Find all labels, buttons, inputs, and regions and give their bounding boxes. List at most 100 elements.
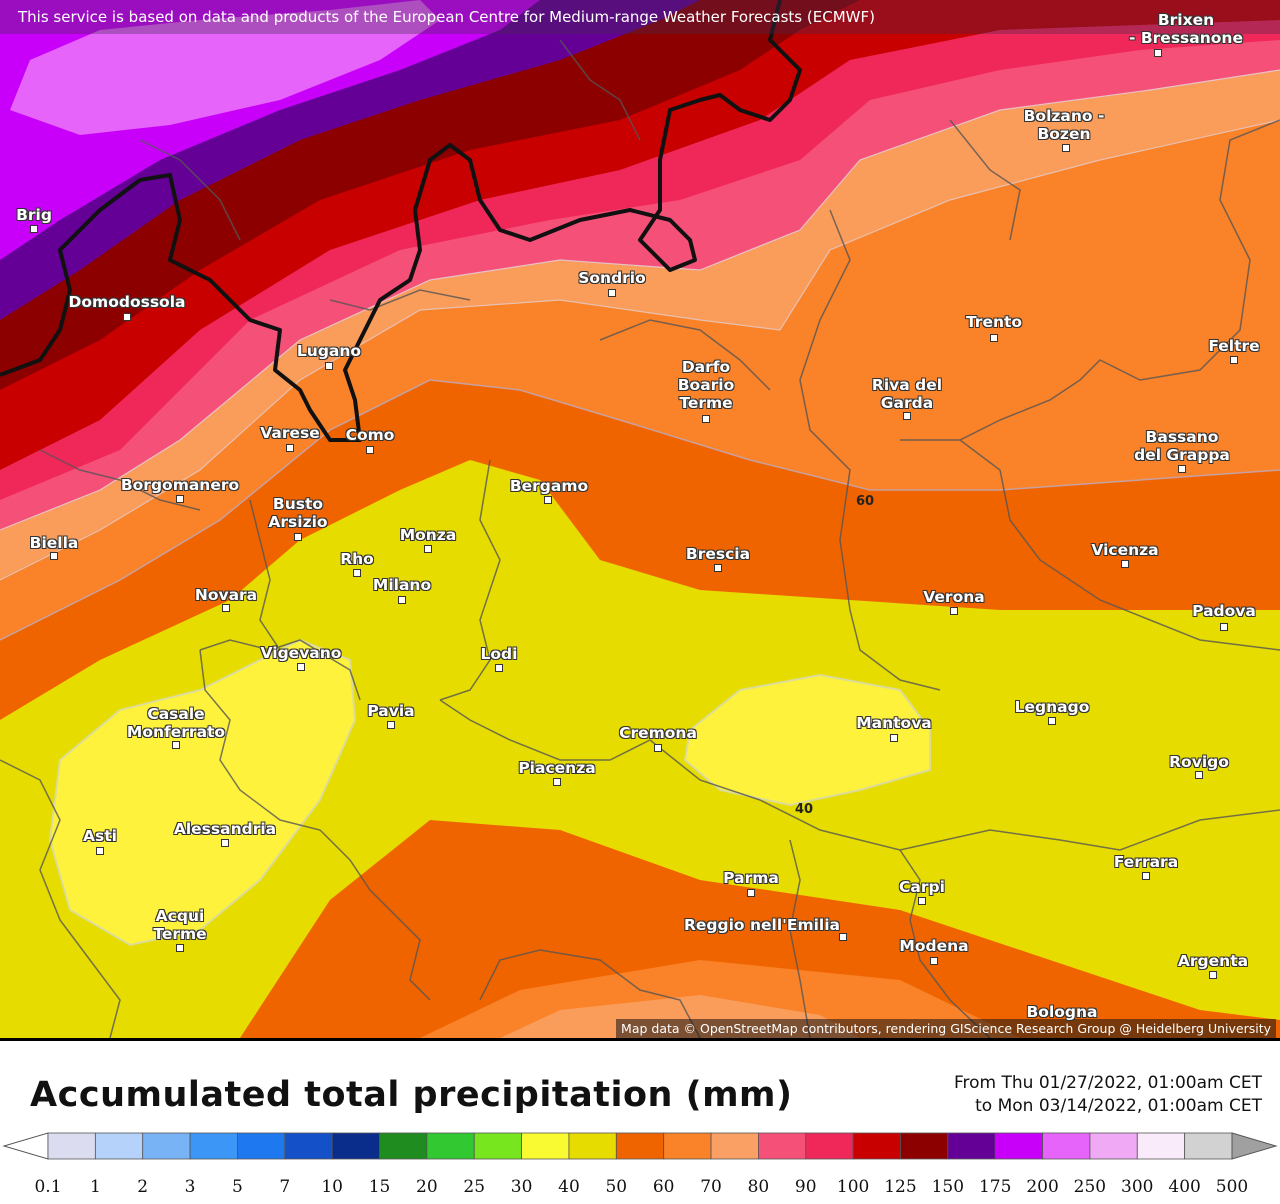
city-marker [702,415,710,423]
city-label: Domodossola [68,293,186,311]
colorbar-swatch [758,1132,807,1160]
city-marker [654,744,662,752]
city-label: Verona [923,588,985,606]
city-label: Novara [194,586,258,604]
legend-tick-label: 125 [884,1177,917,1197]
city-label: Bologna [1026,1003,1098,1021]
colorbar-swatch [1184,1132,1233,1160]
colorbar-swatch [331,1132,380,1160]
city-label: Vigevano [260,644,342,662]
band-30-40-west [48,638,357,947]
city-label: Bolzano - Bozen [1023,107,1105,143]
colorbar-swatch [663,1132,712,1160]
city-label: Mantova [856,714,932,732]
legend-title: Accumulated total precipitation (mm) [30,1075,793,1115]
legend-tick-label: 500 [1215,1177,1249,1197]
colorbar-swatch [1042,1132,1091,1160]
color-scale-bar [2,1132,1278,1160]
colorbar-swatch [710,1132,759,1160]
city-marker [714,564,722,572]
contour-60 [0,379,1280,641]
city-marker [50,552,58,560]
colorbar-swatch [805,1132,854,1160]
band-50-60-south [240,820,1280,1038]
city-marker [222,604,230,612]
precipitation-map[interactable]: This service is based on data and produc… [0,0,1280,1038]
colorbar-swatch [237,1132,286,1160]
city-marker [1178,465,1186,473]
city-label: Rho [340,550,374,568]
city-label: Como [345,426,395,444]
legend-tick-label: 0.1 [34,1177,62,1197]
city-label: Varese [260,424,320,442]
colorbar-swatch [852,1132,901,1160]
city-marker [398,596,406,604]
contour-label: 40 [795,802,814,817]
legend-tick-label: 7 [279,1177,291,1197]
legend-tick-label: 25 [463,1177,486,1197]
band-30-40-east [683,673,931,807]
city-label: Brig [16,206,52,224]
city-label: Biella [29,534,79,552]
legend-tick-label: 200 [1026,1177,1059,1197]
legend-tick-label: 2 [137,1177,149,1197]
city-label: Busto Arsizio [268,495,328,531]
city-label: Carpi [899,878,945,896]
city-label: Casale Monferrato [126,705,226,741]
city-label: Reggio nell'Emilia [683,916,841,934]
city-marker [353,569,361,577]
legend-tick-label: 50 [605,1177,628,1197]
city-marker [424,545,432,553]
city-label: Ferrara [1113,853,1179,871]
contour-label: 60 [856,494,875,509]
city-label: Milano [372,576,432,594]
city-label: Trento [965,313,1023,331]
city-label: Acqui Terme [153,907,207,943]
admin-boundaries [0,39,1280,1038]
osm-credit: Map data © OpenStreetMap contributors, r… [616,1019,1276,1038]
city-marker [1230,356,1238,364]
legend-panel [0,1038,1280,1204]
colorbar-swatch [615,1132,665,1160]
city-label: Bassano del Grappa [1134,428,1230,464]
legend-tick-label: 70 [700,1177,722,1197]
colorbar-swatch [142,1132,191,1160]
city-label: Rovigo [1169,753,1229,771]
precipitation-field [0,0,1280,1038]
city-label: Parma [723,869,779,887]
city-label: Argenta [1177,952,1249,970]
colorbar-under-arrow [2,1132,49,1160]
legend-tick-label: 20 [416,1177,438,1197]
legend-tick-label: 175 [978,1177,1012,1197]
colorbar-swatch [900,1132,949,1160]
city-marker [96,847,104,855]
colorbar-swatch [473,1132,522,1160]
colorbar-swatch [94,1132,144,1160]
city-label: Monza [399,526,457,544]
date-from: From Thu 01/27/2022, 01:00am CET [953,1073,1262,1093]
city-label: Cremona [619,724,697,742]
contour-80 [0,69,1280,531]
city-label: Padova [1192,602,1256,620]
city-marker [1062,144,1070,152]
city-marker [123,313,131,321]
city-marker [176,944,184,952]
colorbar-swatch [994,1132,1043,1160]
colorbar-swatch [189,1132,238,1160]
city-marker [950,607,958,615]
city-label: Vicenza [1091,541,1159,559]
legend-tick-label: 90 [794,1177,817,1197]
legend-tick-label: 300 [1121,1177,1154,1197]
city-marker [387,721,395,729]
city-label: Piacenza [518,759,596,777]
city-marker [172,741,180,749]
city-marker [1142,872,1150,880]
city-marker [1220,623,1228,631]
legend-tick-label: 30 [510,1177,533,1197]
colorbar-swatch [379,1132,428,1160]
city-marker [918,897,926,905]
legend-tick-label: 150 [931,1177,965,1197]
city-marker [890,734,898,742]
legend-tick-label: 5 [232,1177,243,1197]
city-marker [930,957,938,965]
